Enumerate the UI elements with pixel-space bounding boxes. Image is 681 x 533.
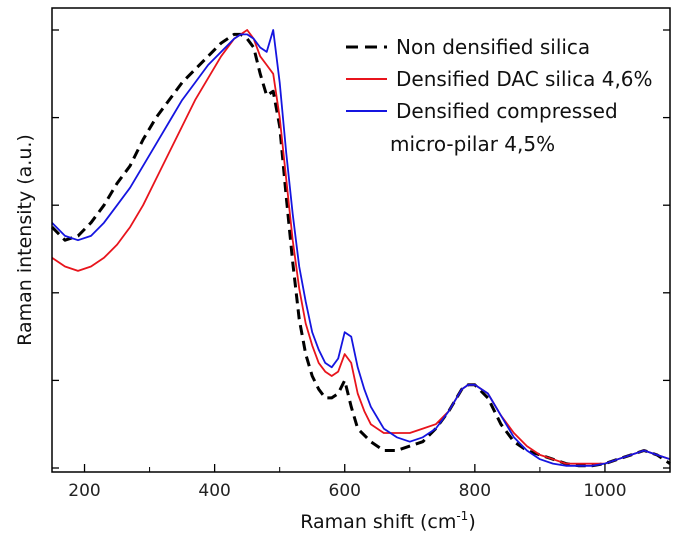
y-axis-title: Raman intensity (a.u.) xyxy=(14,134,36,346)
legend-label-micro-pilar-line2: micro-pilar 4,5% xyxy=(390,132,555,156)
legend-label-dac: Densified DAC silica 4,6% xyxy=(396,67,653,91)
legend-label-non-densified: Non densified silica xyxy=(396,35,590,59)
series-line-2 xyxy=(51,29,671,467)
legend-label-micro-pilar-line1: Densified compressed xyxy=(396,99,618,123)
x-tick-label: 200 xyxy=(68,481,100,501)
x-tick-label: 800 xyxy=(459,481,491,501)
plot-frame xyxy=(51,7,671,473)
x-axis-title-close: ) xyxy=(468,511,475,533)
x-axis-ticks: 200 400 600 800 1000 xyxy=(68,464,671,501)
x-tick-label: 400 xyxy=(198,481,230,501)
series-line-1 xyxy=(51,29,671,465)
x-axis-title: Raman shift (cm-1) xyxy=(300,509,475,533)
x-axis-title-main: Raman shift (cm xyxy=(300,511,456,533)
series-line-0 xyxy=(50,32,671,468)
legend: Non densified silica Densified DAC silic… xyxy=(346,35,653,156)
x-tick-label: 1000 xyxy=(583,481,626,501)
x-tick-label: 600 xyxy=(329,481,361,501)
x-axis-title-superscript: -1 xyxy=(456,509,468,523)
plot-lines xyxy=(50,29,671,468)
y-axis-ticks xyxy=(52,29,670,469)
